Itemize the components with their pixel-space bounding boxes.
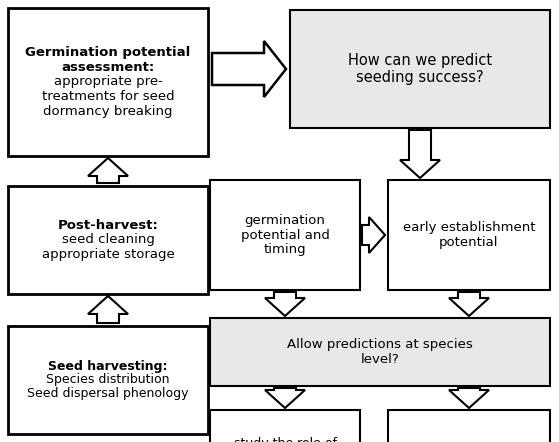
Bar xyxy=(8,326,208,434)
Polygon shape xyxy=(449,388,489,408)
Polygon shape xyxy=(88,158,128,183)
Text: dormancy breaking: dormancy breaking xyxy=(43,105,173,118)
Polygon shape xyxy=(88,296,128,323)
Text: Species distribution: Species distribution xyxy=(46,373,170,386)
Text: treatments for seed: treatments for seed xyxy=(42,90,174,103)
Text: potential: potential xyxy=(439,236,499,249)
Text: seeding success?: seeding success? xyxy=(356,70,484,84)
Text: Germination potential: Germination potential xyxy=(25,46,191,59)
Text: study the role of: study the role of xyxy=(234,437,337,442)
Bar xyxy=(210,318,550,386)
Text: seed cleaning: seed cleaning xyxy=(61,233,154,247)
Text: assessment:: assessment: xyxy=(61,61,155,74)
Text: Allow predictions at species: Allow predictions at species xyxy=(287,338,473,351)
Polygon shape xyxy=(265,292,305,316)
Bar xyxy=(210,180,360,290)
Bar xyxy=(388,410,550,442)
Bar xyxy=(210,410,360,442)
Bar xyxy=(8,186,208,294)
Text: Seed harvesting:: Seed harvesting: xyxy=(48,359,168,373)
Polygon shape xyxy=(212,41,286,97)
Text: timing: timing xyxy=(264,243,306,256)
Bar xyxy=(388,180,550,290)
Text: appropriate pre-: appropriate pre- xyxy=(54,76,163,88)
Text: early establishment: early establishment xyxy=(402,221,536,234)
Text: potential and: potential and xyxy=(240,229,329,241)
Text: How can we predict: How can we predict xyxy=(348,53,492,69)
Text: level?: level? xyxy=(361,353,399,366)
Bar xyxy=(290,10,550,128)
Text: appropriate storage: appropriate storage xyxy=(41,248,174,261)
Text: Seed dispersal phenology: Seed dispersal phenology xyxy=(27,388,189,400)
Polygon shape xyxy=(362,217,385,253)
Text: germination: germination xyxy=(245,214,325,227)
Bar xyxy=(8,8,208,156)
Polygon shape xyxy=(400,130,440,178)
Text: Post-harvest:: Post-harvest: xyxy=(58,219,158,232)
Polygon shape xyxy=(449,292,489,316)
Polygon shape xyxy=(265,388,305,408)
